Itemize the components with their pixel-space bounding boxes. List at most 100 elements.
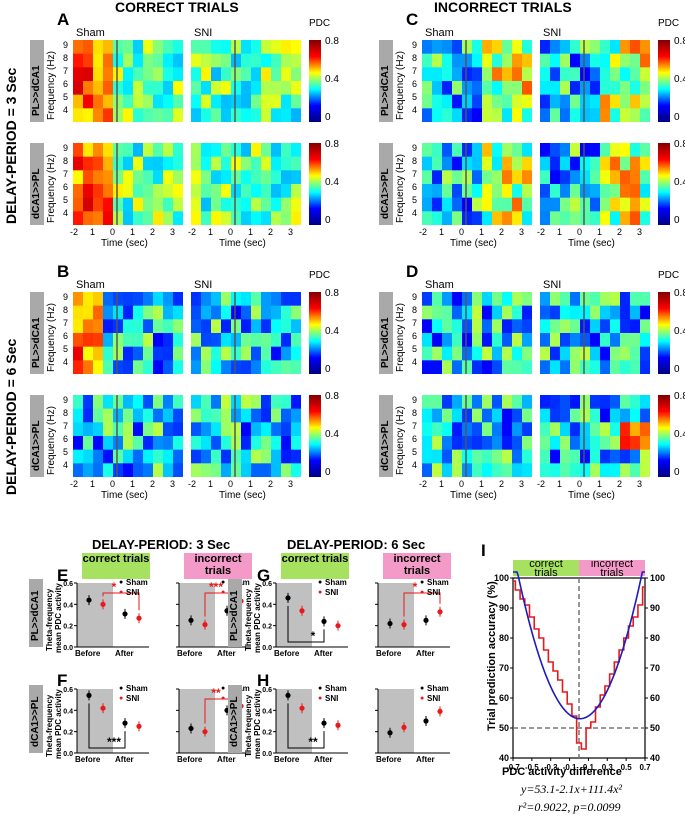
heatmap-cell	[590, 197, 601, 212]
header-correct-trials: CORRECT TRIALS	[115, 0, 239, 15]
significance-bracket	[102, 592, 140, 611]
heatmap-cell	[502, 408, 513, 423]
heatmap-cell	[291, 197, 301, 212]
heatmap-cell	[482, 40, 493, 55]
heatmap-cell	[191, 53, 202, 68]
frequency-tick: 4	[412, 208, 418, 218]
heatmap-cell	[73, 53, 84, 68]
heatmap-cell	[191, 156, 202, 171]
heatmap-cell	[231, 67, 242, 82]
heatmap-cell	[83, 156, 94, 171]
heatmap-cell	[93, 40, 104, 55]
heatmap-cell	[502, 53, 513, 68]
header-delay-6: DELAY-PERIOD = 6 Sec	[3, 338, 19, 495]
time-tick: -2	[537, 227, 546, 237]
heatmap-cell	[580, 360, 591, 374]
dot-ytick-label: 0.6	[63, 687, 73, 694]
heatmap-cell	[472, 170, 483, 185]
pdc-colorbar	[309, 395, 321, 477]
heatmap-cell	[610, 94, 621, 109]
heatmap-cell	[442, 53, 453, 68]
colorbar-tick: 0.4	[674, 177, 685, 188]
heatmap-cell	[153, 346, 164, 361]
heatmap-cell	[432, 53, 443, 68]
heatmap-cell	[271, 184, 282, 199]
heatmap-cell	[512, 197, 523, 212]
heatmap-cell	[492, 211, 503, 225]
frequency-tick: 5	[63, 92, 69, 102]
heatmap-cell	[73, 197, 84, 212]
heatmap-cell	[482, 81, 493, 96]
heatmap-cell	[231, 319, 242, 334]
before-label: Before	[75, 649, 101, 658]
heatmap-cell	[221, 463, 232, 477]
heatmap-cell	[442, 319, 453, 334]
time-tick: 1	[597, 479, 603, 489]
heatmap-cell	[201, 81, 212, 96]
heatmap-cell	[540, 319, 551, 334]
y-tick-label: 40	[499, 753, 509, 763]
before-shade	[179, 689, 215, 753]
heatmap-cell	[620, 81, 631, 96]
heatmap-cell	[281, 319, 292, 334]
heatmap-cell	[512, 108, 523, 122]
heatmap-cell	[432, 170, 443, 185]
heatmap-cell	[241, 143, 252, 158]
heatmap-cell	[442, 449, 453, 464]
heatmap-cell	[191, 422, 202, 437]
heatmap-cell	[482, 292, 493, 307]
heatmap-cell	[261, 436, 272, 451]
heatmap-cell	[482, 108, 493, 122]
mean-dot	[202, 622, 208, 628]
heatmap-cell	[271, 40, 282, 55]
heatmap-cell	[173, 292, 183, 307]
legend-sni-marker: ●	[221, 695, 226, 702]
heatmap-cell	[452, 463, 463, 477]
heatmap-cell	[422, 108, 433, 122]
heatmap-cell	[123, 360, 134, 374]
heatmap-cell	[452, 395, 463, 410]
mean-dot	[335, 722, 341, 728]
heatmap-cell	[191, 449, 202, 464]
heatmap-cell	[241, 395, 252, 410]
heatmap-cell	[590, 40, 601, 55]
heatmap-cell	[540, 395, 551, 410]
heatmap-cell	[281, 305, 292, 320]
heatmap-cell	[241, 422, 252, 437]
time-tick: 3	[288, 479, 294, 489]
legend-sham-marker: ●	[318, 685, 323, 692]
frequency-tick: 5	[412, 447, 418, 457]
heatmap-cell	[211, 197, 222, 212]
heatmap-cell	[462, 81, 473, 96]
heatmap-cell	[610, 408, 621, 423]
heatmap-cell	[590, 211, 601, 225]
heatmap-cell	[83, 360, 94, 374]
pdc-colorbar	[309, 292, 321, 374]
heatmap-cell	[271, 305, 282, 320]
colorbar-tick: 0.4	[325, 326, 339, 337]
heatmap-cell	[472, 108, 483, 122]
heatmap-cell	[452, 436, 463, 451]
heatmap-cell	[570, 360, 581, 374]
heatmap-cell	[163, 305, 174, 320]
heatmap-cell	[93, 170, 104, 185]
heatmap-cell	[83, 292, 94, 307]
heatmap-cell	[462, 211, 473, 225]
mean-dot	[202, 729, 208, 735]
heatmap-cell	[522, 333, 532, 348]
colorbar-tick: 0	[674, 467, 680, 478]
heatmap-cell	[580, 170, 591, 185]
heatmap-cell	[201, 197, 212, 212]
heatmap-cell	[251, 422, 262, 437]
heatmap-cell	[251, 463, 262, 477]
time-tick: 3	[519, 227, 525, 237]
x-tick-label: 0.5	[621, 763, 633, 772]
before-shade	[179, 583, 215, 647]
time-tick: 1	[90, 479, 96, 489]
heatmap-cell	[83, 94, 94, 109]
dot-ylabel-2: mean PDC activity	[253, 583, 262, 653]
heatmap-cell	[462, 422, 473, 437]
heatmap-cell	[123, 53, 134, 68]
panel-letter-h: H	[257, 671, 270, 690]
heatmap-cell	[550, 94, 561, 109]
